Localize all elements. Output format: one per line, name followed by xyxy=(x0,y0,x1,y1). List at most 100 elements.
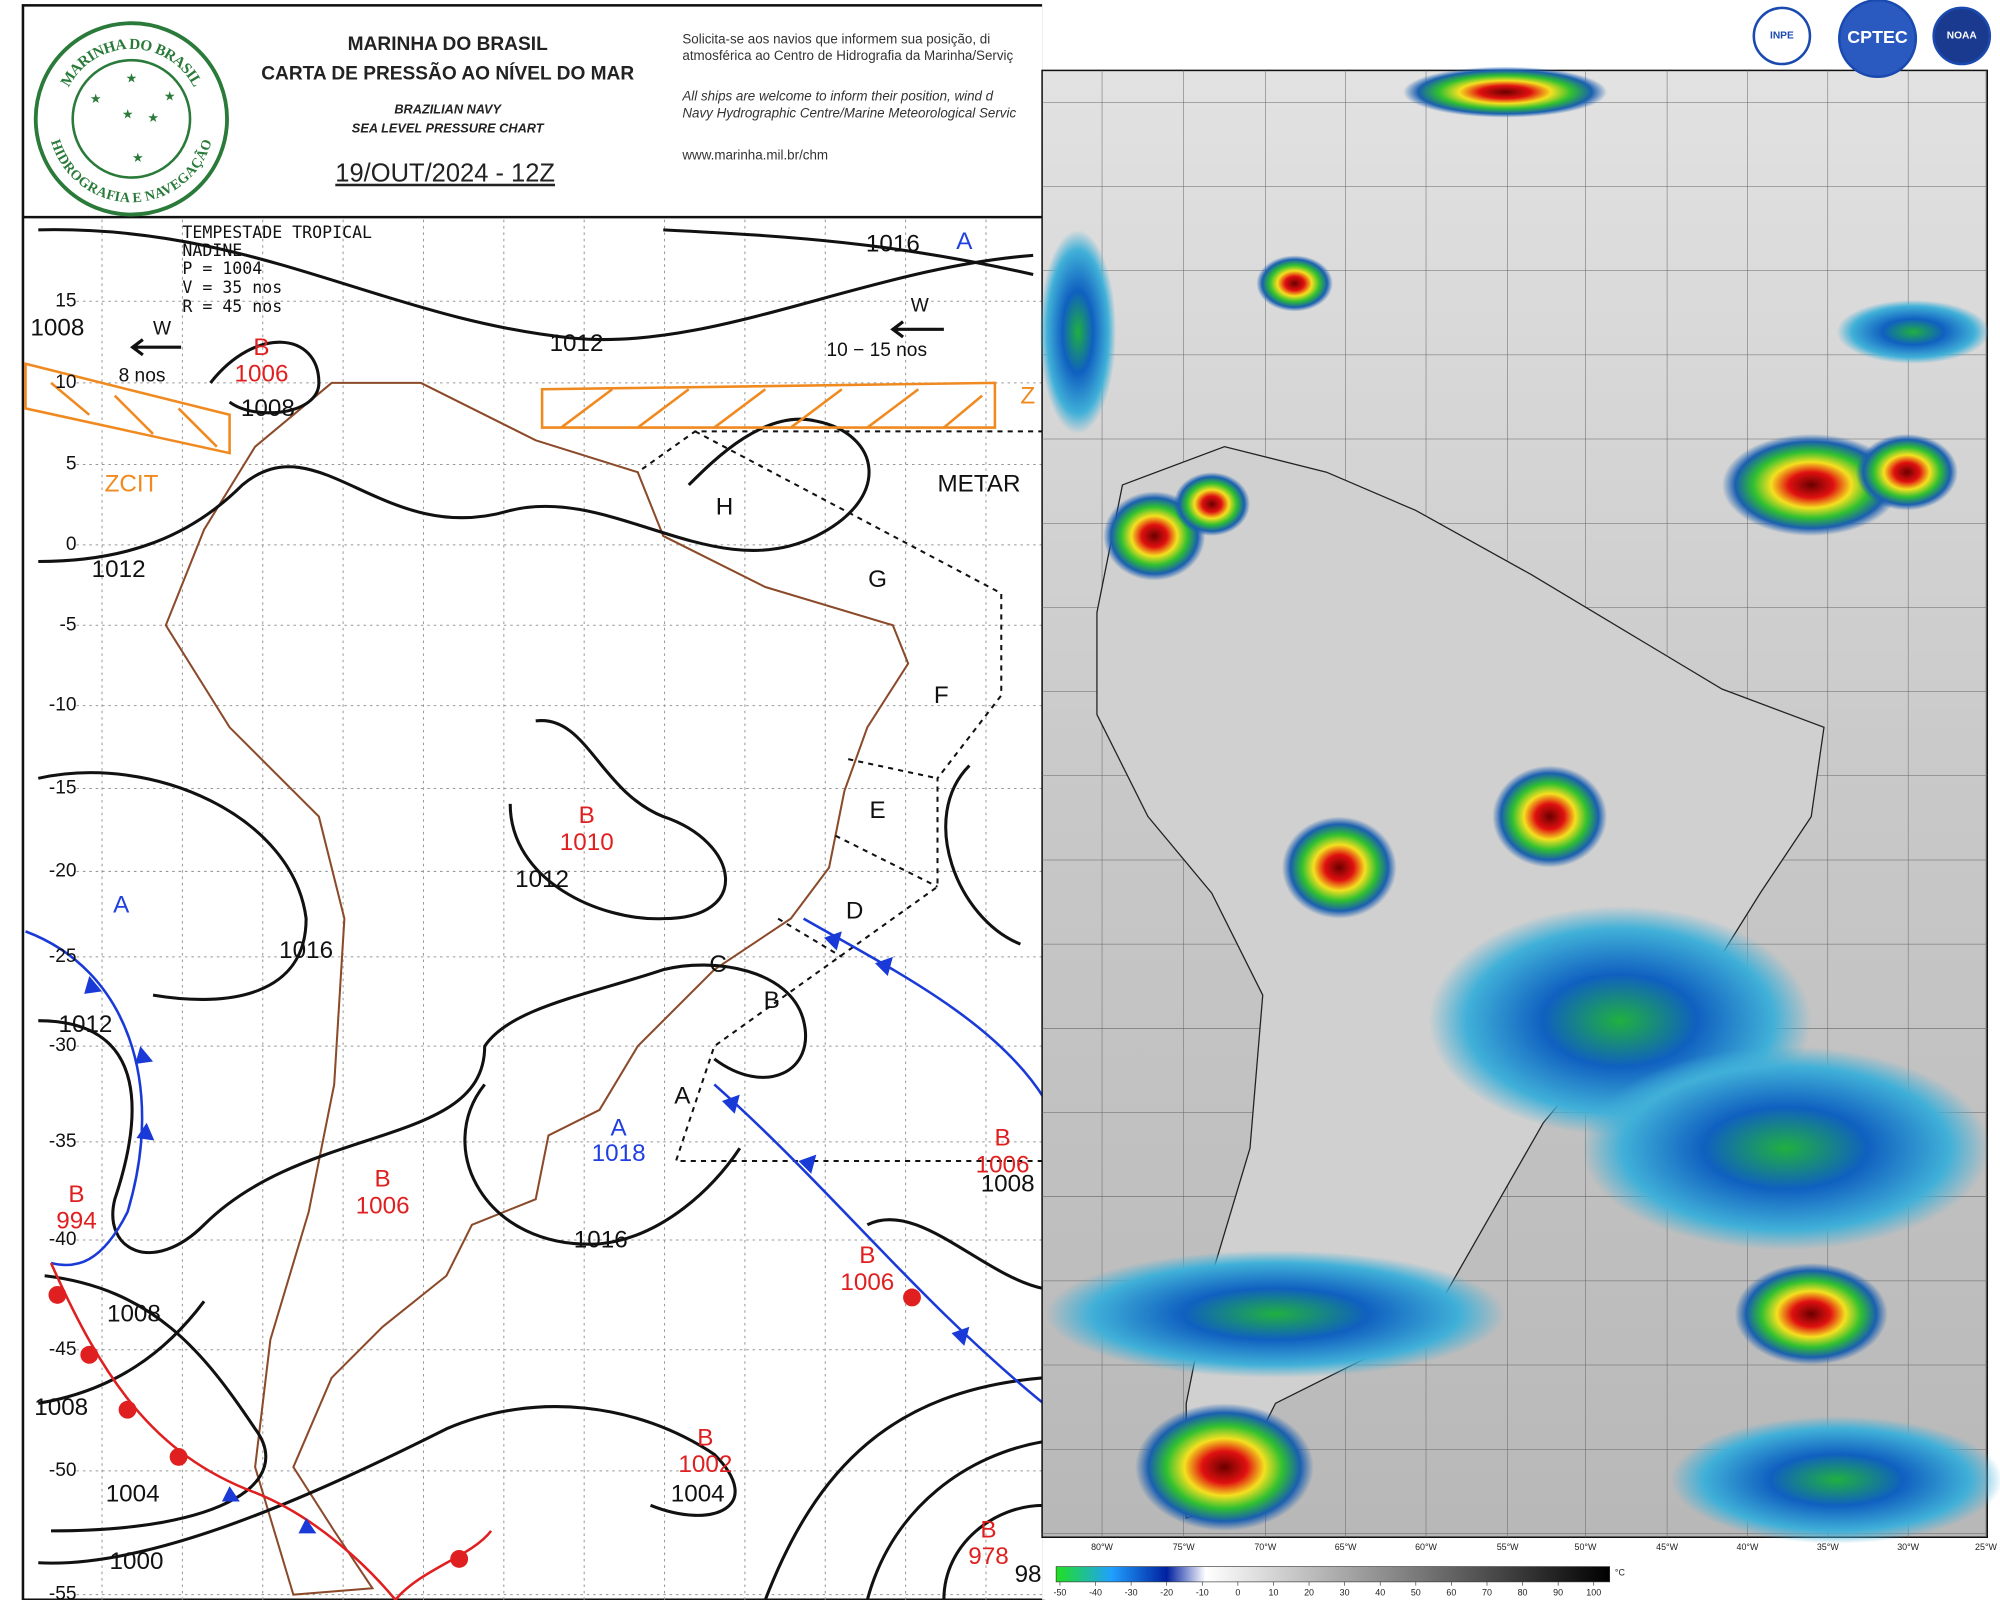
longitude-label: 30°W xyxy=(1897,1542,1919,1552)
notice-line: All ships are welcome to inform their po… xyxy=(681,89,993,104)
latitude-label: 5 xyxy=(66,454,77,475)
map-annotation: Z xyxy=(1020,382,1035,409)
metarea-letter: G xyxy=(868,566,887,593)
colorbar-label: 70 xyxy=(1482,1588,1492,1598)
logo-text: INPE xyxy=(1770,31,1794,42)
fronts xyxy=(25,917,1045,1600)
longitude-label: 60°W xyxy=(1415,1542,1437,1552)
latitude-label: -30 xyxy=(49,1035,77,1056)
satellite-grid xyxy=(1042,70,1988,1538)
cloud-systems xyxy=(1039,66,2000,1544)
high-letter: A xyxy=(956,228,973,255)
notice-line: atmosférica ao Centro de Hidrografia da … xyxy=(682,48,1013,63)
metarea-letter: F xyxy=(934,682,949,709)
map-annotation: 10 − 15 nos xyxy=(827,340,928,361)
isobar-label: 1016 xyxy=(866,231,920,258)
low-pressure: 1006 xyxy=(840,1269,894,1296)
longitude-label: 25°W xyxy=(1975,1542,1997,1552)
chart-date: 19/OUT/2024 - 12Z xyxy=(335,160,555,188)
wind-arrow xyxy=(890,320,944,339)
isobar-label: 1008 xyxy=(981,1171,1035,1198)
latitude-label: 15 xyxy=(55,290,76,311)
logo-badge xyxy=(1838,0,1918,79)
logo-badge xyxy=(1932,6,1992,66)
isobar-label: 1008 xyxy=(241,395,295,422)
storm-info: NADINE xyxy=(182,241,242,260)
logo-text: NOAA xyxy=(1947,31,1978,42)
low-letter: B xyxy=(980,1516,996,1543)
isobar-label: 98 xyxy=(1015,1561,1042,1588)
svg-text:★: ★ xyxy=(90,91,101,106)
longitude-label: 50°W xyxy=(1575,1542,1597,1552)
isobar-label: 1000 xyxy=(110,1548,164,1575)
colorbar-label: 0 xyxy=(1235,1588,1240,1598)
colorbar-label: 90 xyxy=(1553,1588,1563,1598)
map-annotation: ZCIT xyxy=(105,470,159,497)
colorbar-label: -20 xyxy=(1160,1588,1173,1598)
colorbar-unit: °C xyxy=(1615,1567,1626,1577)
latitude-label: -55 xyxy=(49,1584,77,1600)
colorbar xyxy=(1055,1566,1611,1583)
longitude-label: 45°W xyxy=(1656,1542,1678,1552)
storm-info: P = 1004 xyxy=(182,259,262,278)
latitude-label: 0 xyxy=(66,534,77,555)
longitude-label: 80°W xyxy=(1091,1542,1113,1552)
low-pressure: 994 xyxy=(56,1208,96,1235)
colorbar-label: 20 xyxy=(1304,1588,1314,1598)
latitude-label: -40 xyxy=(49,1229,77,1250)
notice-line: www.marinha.mil.br/chm xyxy=(681,147,828,162)
isobar-label: 1016 xyxy=(279,937,333,964)
colorbar-label: 80 xyxy=(1518,1588,1528,1598)
svg-text:★: ★ xyxy=(122,106,133,121)
notice-line: Navy Hydrographic Centre/Marine Meteorol… xyxy=(682,105,1016,120)
metarea-letter: D xyxy=(846,898,863,925)
low-letter: B xyxy=(697,1424,713,1451)
latitude-label: -10 xyxy=(49,695,77,716)
header-subtitle: CARTA DE PRESSÃO AO NÍVEL DO MAR xyxy=(261,62,634,84)
colorbar-label: 10 xyxy=(1269,1588,1279,1598)
low-pressure: 1006 xyxy=(356,1192,410,1219)
isobar-label: 1004 xyxy=(671,1481,725,1508)
svg-text:★: ★ xyxy=(147,110,158,125)
colorbar-label: -30 xyxy=(1125,1588,1138,1598)
header-subtitle-en: SEA LEVEL PRESSURE CHART xyxy=(352,120,545,135)
map-annotation: W xyxy=(153,318,171,339)
latitude-label: -45 xyxy=(49,1339,77,1360)
logo: ★★ ★★ ★★ MARINHA DO BRASIL HIDROGRAFIA E… xyxy=(33,21,229,217)
isobars xyxy=(37,228,1044,1600)
latitude-label: -25 xyxy=(49,946,77,967)
map-grid xyxy=(76,219,1044,1600)
low-pressure: 978 xyxy=(968,1543,1008,1570)
colorbar-label: 100 xyxy=(1586,1588,1601,1598)
longitude-label: 75°W xyxy=(1173,1542,1195,1552)
isobar-label: 1012 xyxy=(59,1011,113,1038)
colorbar-label: -40 xyxy=(1089,1588,1102,1598)
high-pressure: 1018 xyxy=(592,1140,646,1167)
isobar-label: 1008 xyxy=(34,1394,88,1421)
metarea-bounds xyxy=(637,430,1044,1162)
satellite-logos: INPE CPTEC NOAA xyxy=(1752,0,1992,79)
colorbar-label: 30 xyxy=(1340,1588,1350,1598)
metarea-letter: B xyxy=(764,987,780,1014)
low-pressure: 1002 xyxy=(678,1451,732,1478)
latitude-label: 10 xyxy=(55,372,76,393)
colorbar-label: 60 xyxy=(1446,1588,1456,1598)
isobar-label: 1008 xyxy=(107,1301,161,1328)
longitude-label: 70°W xyxy=(1254,1542,1276,1552)
colorbar-label: 50 xyxy=(1411,1588,1421,1598)
latitude-label: -20 xyxy=(49,860,77,881)
metarea-letter: A xyxy=(674,1083,691,1110)
longitude-label: 55°W xyxy=(1497,1542,1519,1552)
longitude-label: 65°W xyxy=(1335,1542,1357,1552)
map-annotation: 8 nos xyxy=(119,366,166,387)
low-letter: B xyxy=(994,1125,1010,1152)
isobar-label: 1016 xyxy=(574,1227,628,1254)
notice-line: Solicita-se aos navios que informem sua … xyxy=(682,31,990,46)
high-letter: A xyxy=(113,891,130,918)
header-title: MARINHA DO BRASIL xyxy=(348,34,548,55)
logo-badge xyxy=(1752,6,1812,66)
svg-text:★: ★ xyxy=(126,71,137,86)
isobar-label: 1004 xyxy=(106,1481,160,1508)
logo-text: CPTEC xyxy=(1847,27,1908,47)
